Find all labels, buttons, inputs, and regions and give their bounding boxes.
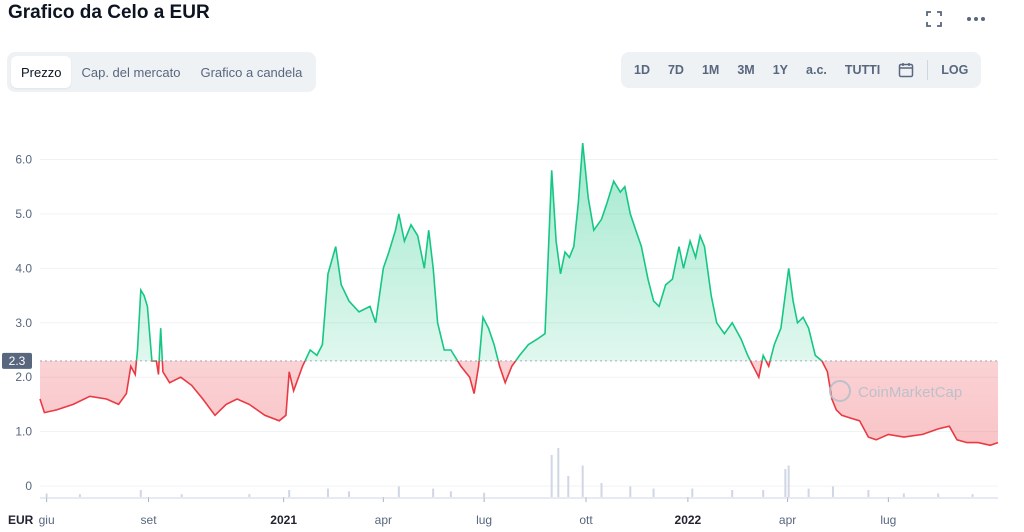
range-3m[interactable]: 3M [737, 63, 755, 77]
volume-bar [867, 490, 870, 497]
fullscreen-icon[interactable] [923, 8, 945, 30]
volume-bar [691, 488, 694, 497]
volume-bar [831, 486, 834, 497]
range-7d[interactable]: 7D [667, 63, 684, 77]
volume-bar [180, 494, 183, 497]
y-unit-label: EUR [8, 513, 34, 527]
x-tick-label: ott [579, 513, 593, 527]
volume-bar [581, 465, 584, 497]
svg-text:2.3: 2.3 [9, 354, 26, 368]
chart-title: Grafico da Celo a EUR [8, 2, 210, 23]
range-1d[interactable]: 1D [634, 63, 650, 77]
y-axis-ticks: 0 1.0 2.0 3.0 4.0 5.0 6.0 [15, 152, 32, 493]
volume-bar [483, 492, 486, 497]
range-ytd[interactable]: a.c. [806, 63, 827, 77]
y-tick-label: 4.0 [15, 261, 32, 275]
y-tick-label: 6.0 [15, 152, 32, 166]
y-tick-label: 5.0 [15, 207, 32, 221]
volume-bar [288, 490, 291, 497]
area-below-baseline [40, 360, 998, 446]
y-tick-label: 0 [25, 479, 32, 493]
volume-bar [600, 483, 603, 497]
volume-bar [902, 493, 905, 497]
range-1m[interactable]: 1M [701, 63, 720, 77]
volume-bar [937, 493, 940, 497]
grid-lines [40, 158, 998, 487]
volume-bar [78, 494, 81, 497]
tab-candlestick[interactable]: Grafico a candela [200, 64, 303, 80]
volume-bar [652, 488, 655, 497]
x-tick-label: giu [39, 513, 55, 527]
volume-bars [45, 448, 974, 497]
y-tick-label: 1.0 [15, 425, 32, 439]
x-tick-label: lug [880, 513, 896, 527]
baseline-value-badge: 2.3 [2, 352, 32, 369]
x-tick-label: 2022 [675, 513, 702, 527]
volume-bar [347, 491, 350, 497]
volume-bar [139, 490, 142, 497]
watermark-coinmarketcap: CoinMarketCap [829, 380, 962, 402]
volume-bar [432, 488, 435, 497]
x-tick-label: 2021 [270, 513, 297, 527]
volume-bar [557, 448, 560, 497]
price-line-down [39, 360, 999, 447]
x-tick-label: apr [779, 513, 796, 527]
y-tick-label: 2.0 [15, 370, 32, 384]
time-range-selector: 1D 7D 1M 3M 1Y a.c. TUTTI LOG [621, 52, 982, 88]
volume-bar [629, 486, 632, 497]
volume-bar [449, 491, 452, 497]
range-all[interactable]: TUTTI [844, 63, 881, 77]
x-axis-ticks: giu set 2021 apr lug ott 2022 apr lug [39, 497, 998, 527]
y-tick-label: 3.0 [15, 316, 32, 330]
tab-market-cap[interactable]: Cap. del mercato [81, 64, 181, 80]
chart-type-tabs: Prezzo Cap. del mercato Grafico a candel… [7, 52, 317, 92]
svg-text:CoinMarketCap: CoinMarketCap [858, 384, 962, 401]
tab-price[interactable]: Prezzo [11, 56, 72, 88]
x-tick-label: set [141, 513, 158, 527]
volume-bar [567, 476, 570, 497]
volume-bar [45, 493, 48, 497]
calendar-icon[interactable] [889, 56, 923, 84]
volume-bar [326, 488, 329, 497]
volume-bar [248, 494, 251, 497]
volume-bar [550, 455, 553, 497]
x-tick-label: apr [375, 513, 392, 527]
price-line-up [135, 143, 823, 361]
volume-bar [971, 494, 974, 497]
volume-bar [787, 465, 790, 497]
range-divider [927, 60, 929, 80]
area-above-baseline [136, 143, 822, 361]
log-toggle[interactable]: LOG [941, 63, 969, 77]
volume-bar [807, 488, 810, 497]
volume-bar [762, 490, 765, 497]
volume-bar [731, 490, 734, 497]
range-1y[interactable]: 1Y [772, 63, 789, 77]
more-dots-icon[interactable] [965, 8, 987, 30]
volume-bar [397, 486, 400, 497]
volume-bar [784, 469, 787, 497]
x-tick-label: lug [476, 513, 492, 527]
